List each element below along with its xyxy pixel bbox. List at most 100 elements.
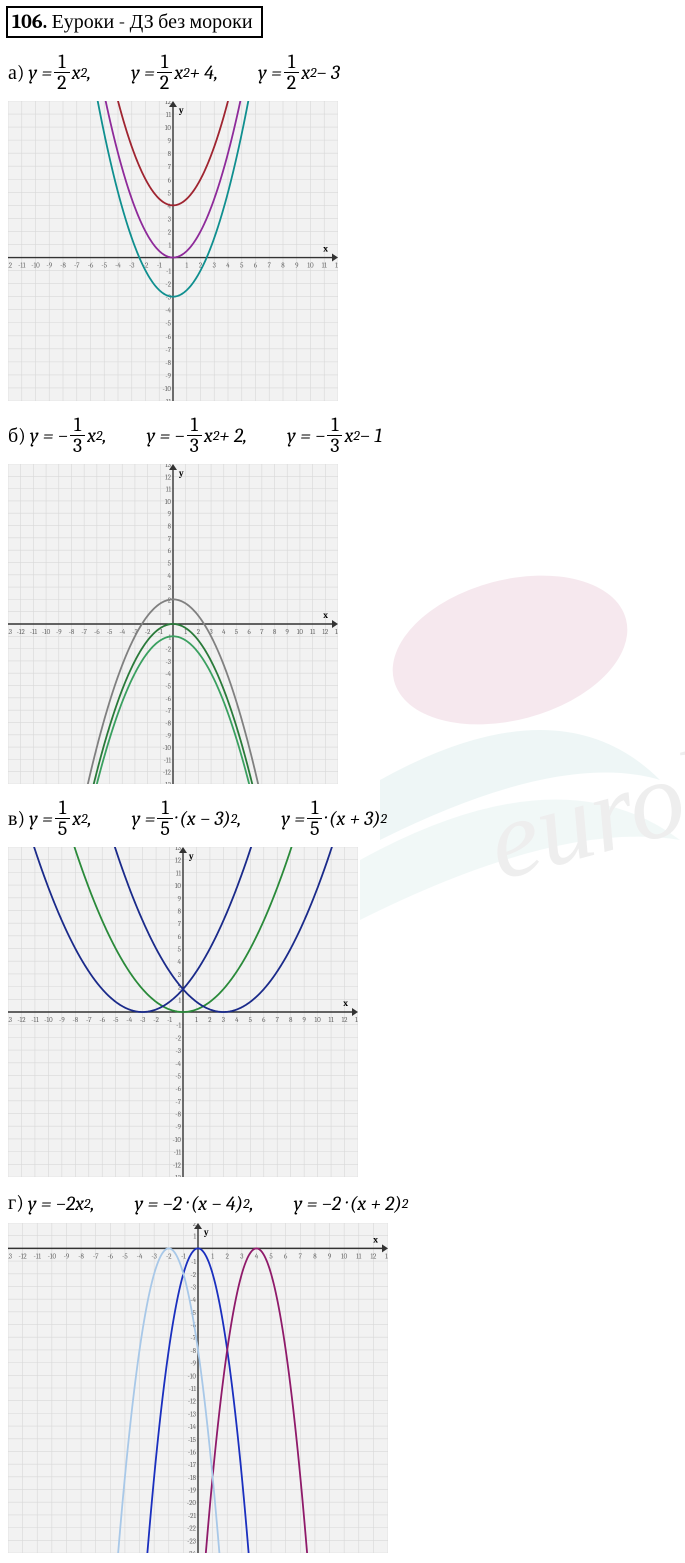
svg-text:8: 8	[178, 907, 182, 915]
svg-text:-7: -7	[165, 707, 171, 715]
svg-text:x: x	[323, 611, 328, 621]
svg-text:-5: -5	[175, 1072, 181, 1080]
svg-text:-3: -3	[140, 1016, 146, 1024]
svg-text:-11: -11	[34, 1252, 42, 1260]
svg-text:4: 4	[168, 572, 172, 580]
svg-text:-13: -13	[8, 1252, 12, 1260]
svg-text:4: 4	[178, 958, 182, 966]
row-d-equations: г)y = −2x2,y = −2 · (x − 4)2,y = −2 · (x…	[0, 1187, 685, 1219]
svg-text:-2: -2	[190, 1271, 196, 1279]
svg-text:-2: -2	[166, 1252, 172, 1260]
row-b-equations: б)y = − 13x2,y = − 13x2 + 2,y = − 13x2 −…	[0, 411, 685, 460]
svg-text:-1: -1	[157, 262, 162, 270]
svg-text:-11: -11	[174, 1149, 182, 1157]
svg-text:-9: -9	[175, 1123, 181, 1131]
svg-text:-15: -15	[188, 1436, 197, 1444]
svg-text:3: 3	[168, 215, 171, 223]
svg-text:4: 4	[168, 202, 172, 210]
svg-text:-4: -4	[119, 628, 125, 636]
svg-text:-11: -11	[164, 756, 172, 764]
svg-text:-10: -10	[188, 1372, 197, 1380]
svg-text:x: x	[323, 245, 328, 255]
svg-text:-16: -16	[188, 1448, 197, 1456]
svg-text:-8: -8	[60, 262, 66, 270]
svg-text:-10: -10	[163, 744, 172, 752]
svg-text:-1: -1	[176, 1022, 181, 1030]
svg-text:-1: -1	[166, 268, 171, 276]
svg-text:10: 10	[307, 262, 314, 270]
svg-text:3: 3	[178, 971, 181, 979]
svg-text:-10: -10	[163, 385, 172, 393]
svg-text:-13: -13	[163, 781, 171, 784]
svg-text:-9: -9	[64, 1252, 70, 1260]
svg-text:-1: -1	[181, 1252, 186, 1260]
svg-text:y: y	[203, 1228, 209, 1238]
svg-text:-10: -10	[44, 1016, 53, 1024]
svg-text:11: 11	[166, 486, 172, 494]
svg-text:-8: -8	[175, 1111, 181, 1119]
svg-text:-6: -6	[94, 628, 100, 636]
svg-text:-24: -24	[187, 1550, 197, 1553]
chart-b-wrap: xy-13-12-11-10-9-8-7-6-5-4-3-2-112345678…	[0, 460, 685, 794]
svg-text:-11: -11	[31, 1016, 39, 1024]
chart-c-wrap: xy-13-12-11-10-9-8-7-6-5-4-3-2-112345678…	[0, 843, 685, 1187]
svg-text:8: 8	[289, 1016, 293, 1024]
svg-text:-11: -11	[189, 1385, 197, 1393]
svg-text:-4: -4	[190, 1296, 196, 1304]
chart-d-wrap: xy-13-12-11-10-9-8-7-6-5-4-3-2-112345678…	[0, 1219, 685, 1563]
svg-text:y: y	[178, 469, 184, 479]
svg-text:11: 11	[356, 1252, 362, 1260]
svg-text:-12: -12	[188, 1398, 197, 1406]
svg-text:-9: -9	[59, 1016, 65, 1024]
svg-text:x: x	[343, 999, 348, 1009]
svg-text:-4: -4	[165, 670, 171, 678]
svg-text:-2: -2	[165, 646, 171, 654]
svg-text:-9: -9	[46, 262, 52, 270]
svg-text:-2: -2	[153, 1016, 159, 1024]
svg-text:-20: -20	[187, 1499, 197, 1507]
svg-text:-21: -21	[188, 1512, 197, 1520]
svg-text:-6: -6	[88, 262, 94, 270]
part-label-b: б)	[8, 424, 26, 448]
svg-text:3: 3	[222, 1016, 225, 1024]
chart-c: xy-13-12-11-10-9-8-7-6-5-4-3-2-112345678…	[8, 847, 358, 1177]
svg-text:-2: -2	[145, 628, 151, 636]
svg-text:8: 8	[281, 262, 285, 270]
svg-text:-6: -6	[165, 695, 171, 703]
svg-text:-5: -5	[165, 683, 171, 691]
svg-text:-19: -19	[188, 1487, 197, 1495]
svg-text:y: y	[188, 852, 194, 862]
svg-text:-5: -5	[101, 262, 107, 270]
svg-text:-2: -2	[175, 1034, 181, 1042]
svg-text:-10: -10	[173, 1136, 182, 1144]
svg-text:12: 12	[342, 1016, 349, 1024]
svg-text:-7: -7	[81, 628, 87, 636]
svg-text:13: 13	[165, 464, 171, 469]
svg-text:-9: -9	[190, 1360, 196, 1368]
svg-text:-12: -12	[173, 1161, 182, 1169]
svg-text:8: 8	[273, 628, 277, 636]
svg-text:-14: -14	[188, 1423, 197, 1431]
svg-text:-13: -13	[8, 628, 12, 636]
svg-text:-7: -7	[74, 262, 80, 270]
svg-text:11: 11	[329, 1016, 335, 1024]
svg-text:-8: -8	[72, 1016, 78, 1024]
svg-text:10: 10	[165, 498, 172, 506]
svg-text:1: 1	[185, 262, 188, 270]
svg-text:-5: -5	[107, 628, 113, 636]
svg-text:12: 12	[165, 473, 172, 481]
svg-text:-12: -12	[163, 769, 172, 777]
svg-text:-5: -5	[165, 320, 171, 328]
svg-text:4: 4	[226, 262, 230, 270]
svg-text:-3: -3	[175, 1047, 181, 1055]
svg-text:-7: -7	[93, 1252, 99, 1260]
svg-text:-10: -10	[42, 628, 51, 636]
svg-text:-3: -3	[151, 1252, 157, 1260]
chart-a-wrap: xy-12-11-10-9-8-7-6-5-4-3-2-112345678910…	[0, 97, 685, 411]
svg-text:3: 3	[168, 584, 171, 592]
svg-text:y: y	[178, 106, 184, 116]
svg-text:10: 10	[315, 1016, 322, 1024]
svg-text:-7: -7	[86, 1016, 92, 1024]
svg-text:12: 12	[335, 262, 338, 270]
svg-text:-6: -6	[175, 1085, 181, 1093]
